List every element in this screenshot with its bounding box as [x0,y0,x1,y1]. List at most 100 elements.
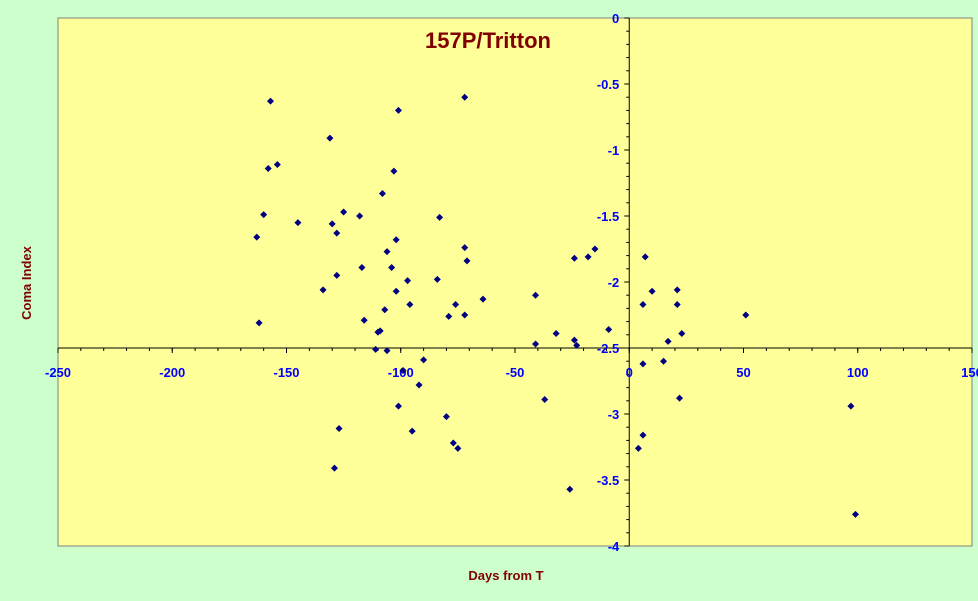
data-point [394,106,402,114]
data-point [664,337,672,345]
data-point [461,311,469,319]
y-tick-label: -2.5 [597,341,619,356]
x-tick-label: -200 [159,365,185,380]
data-point [378,190,386,198]
data-point [641,253,649,261]
x-tick-label: -100 [388,365,414,380]
data-point [566,485,574,493]
data-point [449,439,457,447]
data-point [374,328,382,336]
data-point [445,312,453,320]
data-point [356,212,364,220]
data-point [591,245,599,253]
data-point [260,211,268,219]
data-point [328,220,336,228]
data-point [253,233,261,241]
data-point [255,319,263,327]
plot-area [57,17,973,547]
axis-ticks [57,17,973,547]
y-tick-label: -3.5 [597,473,619,488]
data-point [383,248,391,256]
data-point [406,300,414,308]
y-axis-title: Coma Index [19,245,34,319]
chart-title: 157P/Tritton [425,28,551,53]
data-point [673,286,681,294]
data-point [381,306,389,314]
data-point [264,164,272,172]
data-point [634,444,642,452]
data-point [433,275,441,283]
data-point [392,287,400,295]
data-point [678,329,686,337]
data-point [452,300,460,308]
x-tick-label: 150 [961,365,978,380]
data-point [639,300,647,308]
data-point [326,134,334,142]
y-tick-label: -1 [608,143,620,158]
data-point [454,444,462,452]
y-tick-label: -0.5 [597,77,619,92]
data-point [673,300,681,308]
data-point [639,360,647,368]
y-tick-label: -2 [608,275,620,290]
data-point [319,286,327,294]
data-point [390,167,398,175]
data-point [340,208,348,216]
data-point [394,402,402,410]
y-tick-labels: 0 -0.5 -1 -1.5 -2 -2.5 -3 -3.5 -4 [597,11,620,554]
x-tick-label: 50 [736,365,750,380]
data-point [479,295,487,303]
data-point [442,413,450,421]
data-points [253,93,859,518]
data-point [532,340,540,348]
x-tick-label: -150 [273,365,299,380]
x-tick-labels: -250 -200 -150 -100 -50 0 50 100 150 [45,365,978,380]
data-point [570,336,578,344]
data-point [294,219,302,227]
data-point [415,381,423,389]
data-point [333,229,341,237]
data-point [660,357,668,365]
data-point [532,291,540,299]
data-point [404,277,412,285]
data-point [388,263,396,271]
data-point [420,356,428,364]
data-point [639,431,647,439]
data-point [273,161,281,169]
data-point [392,236,400,244]
data-point [335,425,343,433]
x-tick-label: 100 [847,365,869,380]
y-tick-label: -3 [608,407,620,422]
y-tick-label: 0 [612,11,619,26]
data-point [463,257,471,265]
x-axis-title: Days from T [468,568,543,583]
x-tick-label: -250 [45,365,71,380]
data-point [461,244,469,252]
data-point [330,464,338,472]
data-point [360,316,368,324]
data-point [436,213,444,221]
data-point [570,254,578,262]
data-point [573,341,581,349]
data-point [461,93,469,101]
data-point [847,402,855,410]
data-point [584,253,592,261]
data-point [399,366,407,374]
data-point [333,271,341,279]
data-point [605,326,613,334]
data-point [742,311,750,319]
y-tick-label: -4 [608,539,620,554]
data-point [648,287,656,295]
data-point [408,427,416,435]
data-point [383,347,391,355]
x-tick-label: -50 [506,365,525,380]
data-point [851,510,859,518]
x-tick-label: 0 [626,365,633,380]
data-point [552,329,560,337]
data-point [372,345,380,353]
y-tick-label: -1.5 [597,209,619,224]
data-point [267,97,275,105]
data-point [541,395,549,403]
data-point [676,394,684,402]
